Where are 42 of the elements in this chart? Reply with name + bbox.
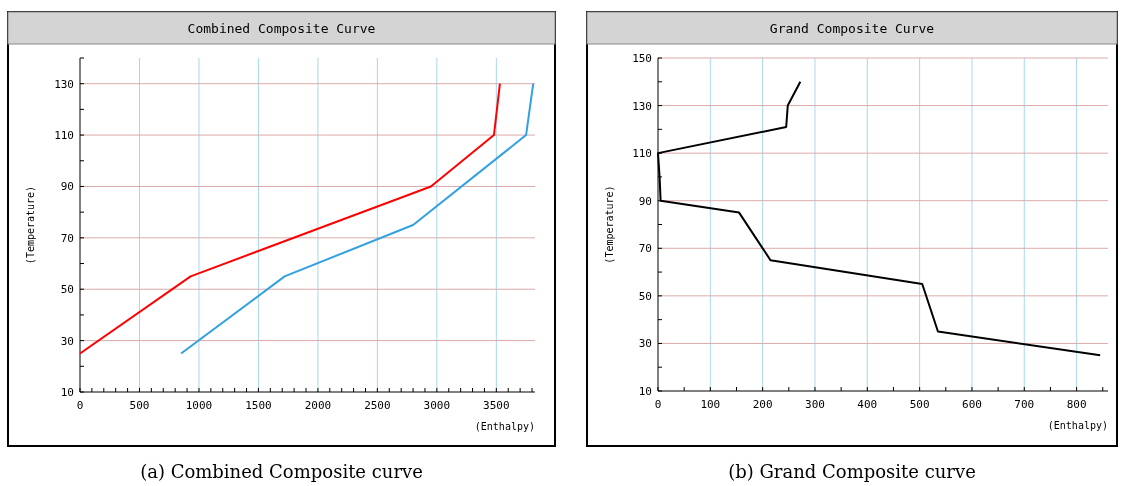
- y-tick-label: 30: [638, 337, 652, 351]
- x-tick-label: 2500: [364, 399, 391, 412]
- y-tick-label: 70: [60, 231, 74, 245]
- x-tick-label: 2000: [304, 399, 332, 412]
- chart-title: Grand Composite Curve: [769, 21, 935, 36]
- y-tick-label: 130: [54, 77, 74, 91]
- x-tick-label: 1000: [185, 399, 213, 412]
- x-tick-label: 3000: [423, 399, 451, 412]
- line-series: [180, 82, 535, 355]
- x-axis-title: (Enthalpy): [1047, 420, 1108, 431]
- x-tick-label: 600: [962, 398, 982, 411]
- x-tick-label: 0: [76, 399, 84, 412]
- line-series: [79, 82, 501, 355]
- chart-title: Combined Composite Curve: [187, 21, 376, 36]
- y-tick-label: 110: [632, 147, 652, 161]
- y-axis-title: (Temperature): [25, 185, 36, 265]
- y-tick-label: 30: [60, 334, 74, 348]
- y-tick-label: 150: [632, 52, 652, 65]
- x-tick-label: 200: [752, 398, 773, 411]
- x-tick-label: 700: [1014, 398, 1035, 411]
- y-tick-label: 50: [60, 283, 74, 297]
- y-tick-label: 10: [638, 385, 652, 398]
- y-tick-label: 130: [632, 99, 652, 113]
- x-tick-label: 100: [700, 398, 721, 411]
- y-tick-label: 50: [638, 289, 652, 303]
- y-tick-label: 70: [638, 242, 652, 256]
- x-tick-label: 500: [909, 398, 930, 411]
- y-tick-label: 90: [60, 180, 74, 194]
- x-tick-label: 300: [805, 398, 825, 411]
- x-tick-label: 0: [654, 398, 662, 411]
- y-axis-title: (Temperature): [604, 185, 615, 264]
- x-tick-label: 1500: [245, 399, 272, 412]
- x-axis-title: (Enthalpy): [474, 421, 535, 432]
- y-tick-label: 10: [60, 386, 74, 399]
- y-tick-label: 90: [638, 194, 652, 208]
- x-tick-label: 3500: [483, 399, 510, 412]
- x-tick-label: 800: [1066, 398, 1087, 411]
- text: (b) Grand Composite curve: [728, 461, 976, 482]
- y-tick-label: 110: [54, 129, 74, 143]
- x-tick-label: 500: [129, 399, 150, 412]
- text: (a) Combined Composite curve: [140, 461, 423, 482]
- x-tick-label: 400: [857, 398, 878, 411]
